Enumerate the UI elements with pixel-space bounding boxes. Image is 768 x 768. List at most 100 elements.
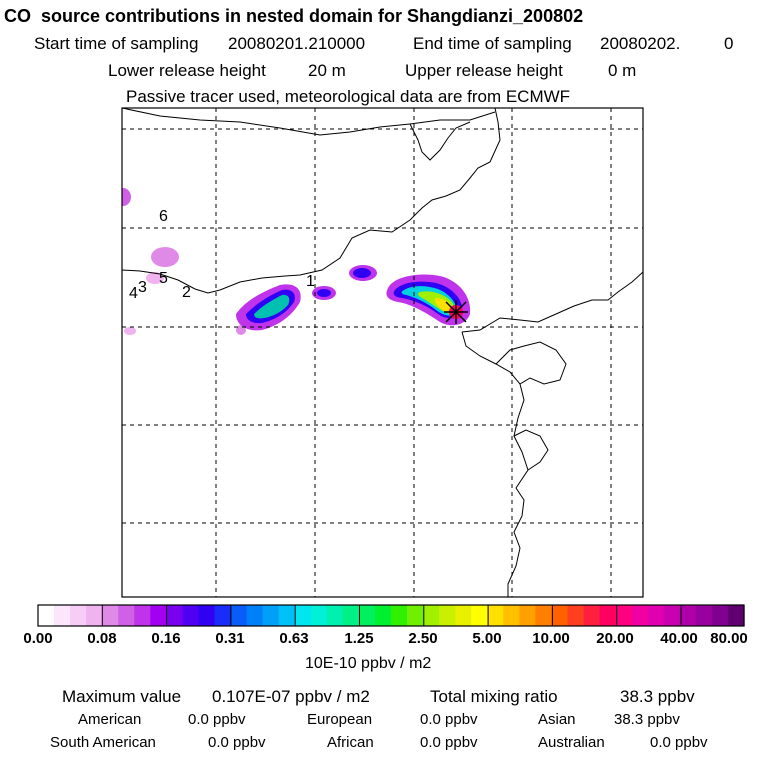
plume-blob-label5 xyxy=(151,247,179,267)
colorbar-cell xyxy=(38,605,55,626)
colorbar-tick-9: 20.00 xyxy=(596,630,634,647)
model-note: Passive tracer used, meteorological data… xyxy=(126,87,571,106)
colorbar-cell xyxy=(695,605,713,626)
grid-layer xyxy=(122,108,643,597)
end-time-label: End time of sampling xyxy=(413,34,572,53)
point-label-4: 4 xyxy=(129,285,138,302)
colorbar-cell xyxy=(599,605,617,626)
colorbar-cell xyxy=(487,605,504,626)
region-name-american: American xyxy=(78,711,142,728)
colorbar-dividers xyxy=(101,605,682,626)
colorbar-frame xyxy=(37,604,745,627)
colorbar-cell xyxy=(407,605,424,626)
colorbar-cell xyxy=(70,605,87,626)
colorbar-cell xyxy=(326,605,344,626)
colorbar-cell xyxy=(54,605,71,626)
colorbar-cell xyxy=(679,605,697,626)
colorbar-cell xyxy=(294,605,312,626)
colorbar-cell xyxy=(583,605,601,626)
plume-blob-east-yellow xyxy=(434,298,454,313)
colorbar-cell xyxy=(535,605,553,626)
lower-height-label: Lower release height xyxy=(108,61,266,80)
colorbar-cell xyxy=(551,605,569,626)
colorbar-cell xyxy=(727,605,745,626)
colorbar-cell xyxy=(423,605,440,626)
colorbar-tick-7: 5.00 xyxy=(472,630,502,647)
colorbar-cell xyxy=(439,605,456,626)
end-time-suffix: 0 xyxy=(724,34,734,53)
plume-blob-north-core xyxy=(353,268,371,278)
colorbar-cell xyxy=(615,605,633,626)
colorbar-tick-4: 0.63 xyxy=(279,630,309,647)
colorbar-cell xyxy=(150,605,167,626)
colorbar-tick-5: 1.25 xyxy=(344,630,374,647)
plume-blob-south-west xyxy=(124,327,136,335)
colorbar-cell xyxy=(647,605,665,626)
colorbar-tick-0: 0.00 xyxy=(23,630,53,647)
start-time-label: Start time of sampling xyxy=(34,34,199,53)
colorbar-cell xyxy=(198,605,216,626)
point-label-6: 6 xyxy=(159,208,168,225)
colorbar-tick-2: 0.16 xyxy=(151,630,181,647)
region-name-australian: Australian xyxy=(538,734,605,751)
region-value-south-american: 0.0 ppbv xyxy=(208,734,266,751)
upper-height-label: Upper release height xyxy=(405,61,563,80)
point-label-1: 1 xyxy=(306,273,315,290)
upper-height-value: 0 m xyxy=(608,61,637,80)
colorbar-cell xyxy=(310,605,328,626)
colorbar-cell xyxy=(358,605,376,626)
region-name-south-american: South American xyxy=(50,734,156,751)
colorbar-tick-8: 10.00 xyxy=(532,630,570,647)
colorbar-cell xyxy=(278,605,296,626)
colorbar-cell xyxy=(455,605,472,626)
colorbar-cell xyxy=(631,605,649,626)
plume-blob-west-core xyxy=(254,294,290,319)
colorbar-cell xyxy=(214,605,232,626)
point-label-3: 3 xyxy=(138,279,147,296)
region-value-african: 0.0 ppbv xyxy=(420,734,478,751)
colorbar-cell xyxy=(102,605,119,626)
max-value: 0.107E-07 ppbv / m2 xyxy=(212,687,370,706)
max-value-label: Maximum value xyxy=(62,687,182,706)
colorbar-tick-1: 0.08 xyxy=(87,630,117,647)
colorbar-cell xyxy=(503,605,520,626)
colorbar-tick-3: 0.31 xyxy=(215,630,245,647)
colorbar-tick-10: 40.00 xyxy=(660,630,698,647)
colorbar-cells xyxy=(38,605,745,626)
point-label-2: 2 xyxy=(182,284,191,301)
colorbar-cell xyxy=(519,605,537,626)
total-mixing-label: Total mixing ratio xyxy=(430,687,558,706)
coastline-layer xyxy=(122,108,643,597)
region-value-european: 0.0 ppbv xyxy=(420,711,478,728)
colorbar-cell xyxy=(342,605,360,626)
region-name-asian: Asian xyxy=(538,711,576,728)
region-name-african: African xyxy=(327,734,374,751)
total-mixing-value: 38.3 ppbv xyxy=(620,687,695,706)
region-value-australian: 0.0 ppbv xyxy=(650,734,708,751)
start-time-value: 20080201.210000 xyxy=(228,34,366,53)
colorbar-cell xyxy=(262,605,280,626)
colorbar-cell xyxy=(471,605,488,626)
plume-blob-edge-west xyxy=(122,188,131,206)
lower-height-value: 20 m xyxy=(308,61,346,80)
colorbar-cell xyxy=(391,605,408,626)
colorbar-tick-6: 2.50 xyxy=(408,630,438,647)
colorbar-units: 10E-10 ppbv / m2 xyxy=(305,655,432,672)
colorbar-cell xyxy=(567,605,585,626)
region-value-asian: 38.3 ppbv xyxy=(614,711,680,728)
region-value-american: 0.0 ppbv xyxy=(188,711,246,728)
point-label-5: 5 xyxy=(159,270,168,287)
colorbar-cell xyxy=(663,605,681,626)
plume-blob-middle-core xyxy=(317,289,331,297)
station-marker xyxy=(444,300,468,324)
colorbar-tick-11: 80.00 xyxy=(710,630,748,647)
colorbar-cell xyxy=(711,605,729,626)
map-frame xyxy=(121,107,644,598)
colorbar-cell xyxy=(118,605,135,626)
colorbar-cell xyxy=(374,605,392,626)
colorbar-cell xyxy=(230,605,248,626)
colorbar-cell xyxy=(134,605,151,626)
end-time-value: 20080202. xyxy=(600,34,681,53)
